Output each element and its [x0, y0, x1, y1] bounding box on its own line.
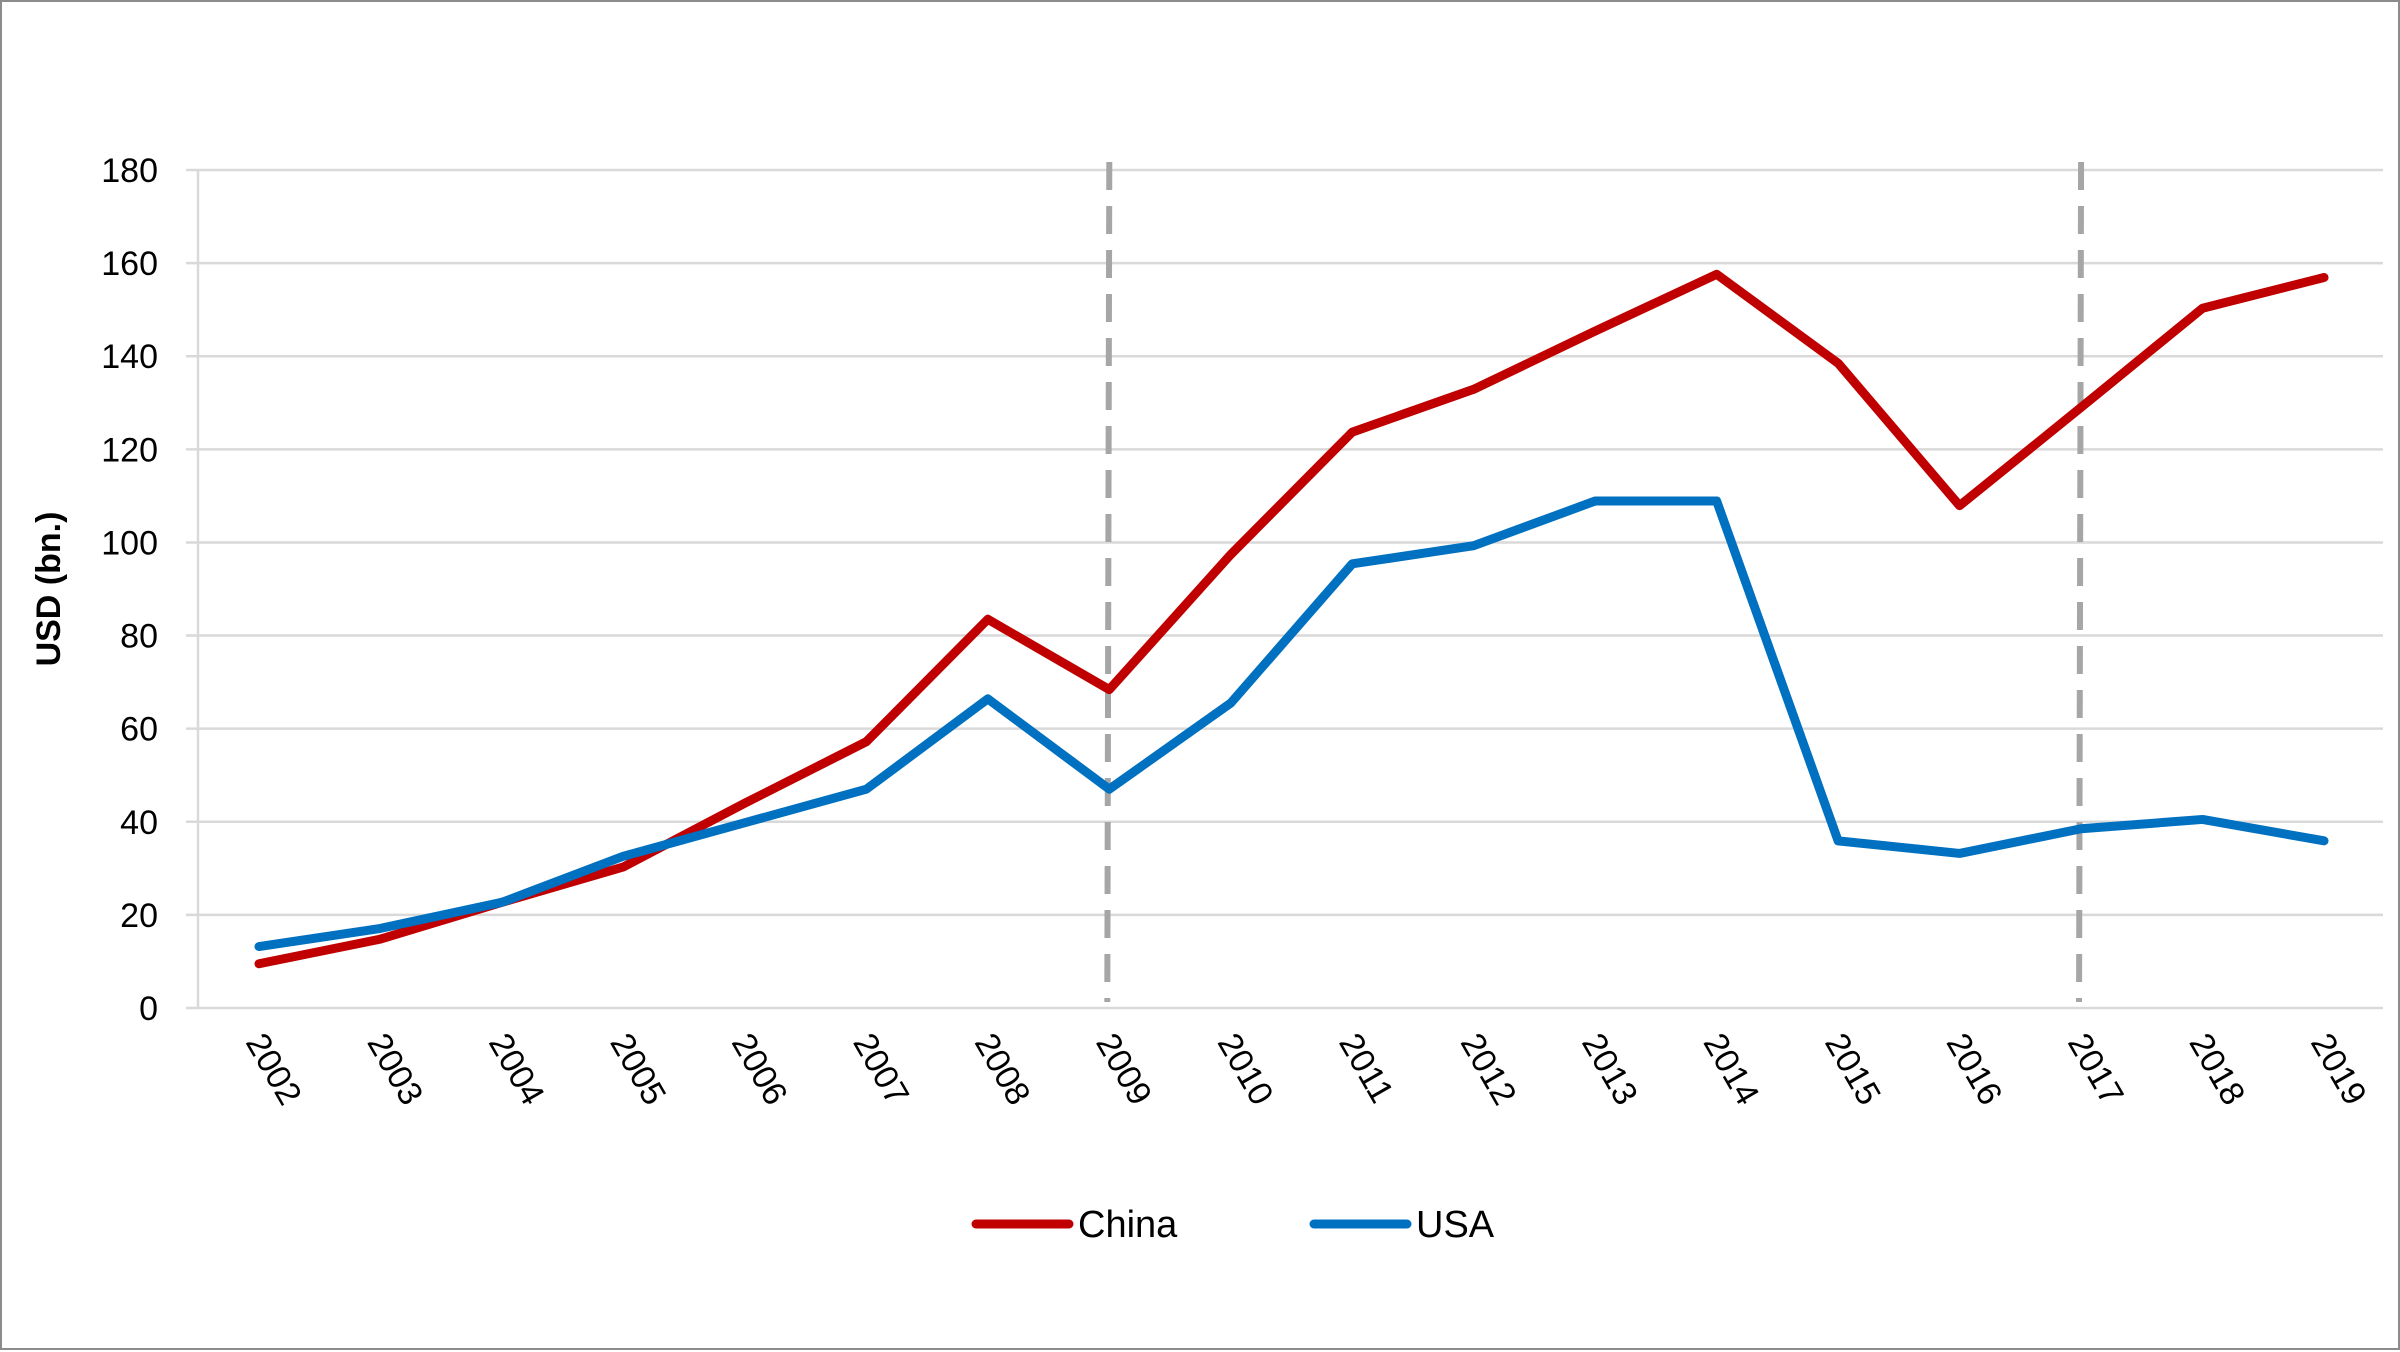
series-line-usa — [254, 496, 2329, 952]
x-tick-label: 2006 — [724, 1027, 795, 1112]
x-tick-label: 2010 — [1210, 1027, 1281, 1112]
y-tick-label: 40 — [120, 804, 158, 842]
y-tick-label: 0 — [139, 990, 158, 1028]
x-tick-label: 2014 — [1696, 1027, 1767, 1112]
y-tick-label: 100 — [101, 524, 158, 562]
y-tick-label: 60 — [120, 711, 158, 749]
reference-line-2017 — [2076, 161, 2085, 1003]
x-tick-label: 2016 — [1939, 1027, 2010, 1112]
y-tick-label: 20 — [120, 897, 158, 935]
legend-label-usa: USA — [1416, 1204, 1495, 1246]
x-tick-label: 2008 — [967, 1027, 1038, 1112]
y-axis-label: USD (bn.) — [30, 512, 68, 667]
x-tick-label: 2002 — [238, 1027, 309, 1112]
x-tick-label: 2005 — [602, 1027, 673, 1112]
x-tick-label: 2012 — [1453, 1027, 1524, 1112]
x-tick-label: 2009 — [1088, 1027, 1159, 1112]
y-tick-label: 180 — [101, 152, 158, 190]
legend-label-china: China — [1078, 1204, 1178, 1246]
y-tick-label: 140 — [101, 338, 158, 376]
series-line-china — [254, 269, 2329, 969]
y-tick-label: 160 — [101, 245, 158, 283]
y-tick-label: 80 — [120, 618, 158, 656]
x-tick-label: 2003 — [360, 1027, 431, 1112]
reference-line-2009 — [1104, 161, 1113, 1003]
x-tick-label: 2015 — [1817, 1027, 1888, 1112]
x-tick-label: 2013 — [1574, 1027, 1645, 1112]
x-tick-label: 2018 — [2182, 1027, 2253, 1112]
x-tick-label: 2017 — [2060, 1027, 2131, 1112]
y-tick-label: 120 — [101, 431, 158, 469]
x-tick-label: 2019 — [2303, 1027, 2374, 1112]
x-tick-label: 2011 — [1331, 1027, 1400, 1109]
x-tick-label: 2007 — [845, 1027, 916, 1112]
x-tick-label: 2004 — [481, 1027, 552, 1112]
